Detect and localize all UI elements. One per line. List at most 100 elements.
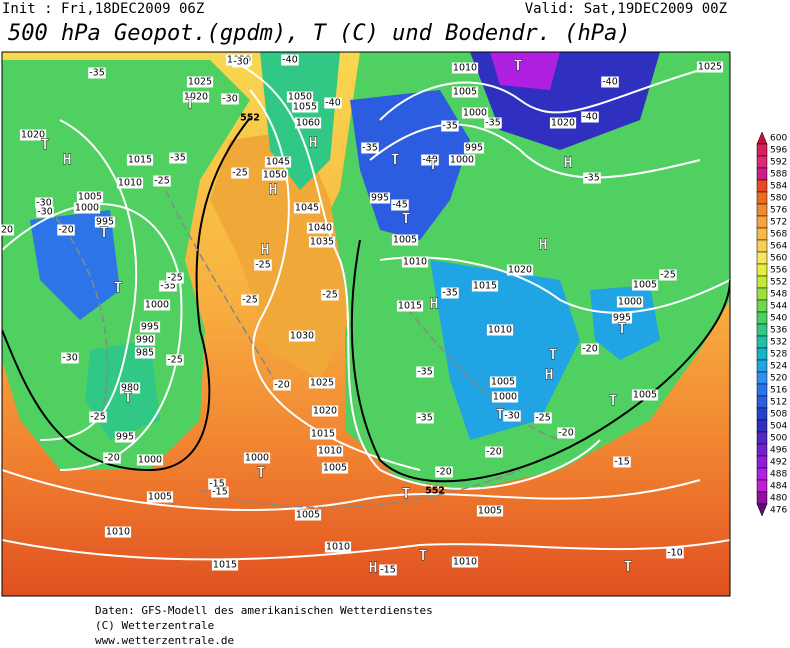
- color-scale-label: 544: [770, 302, 787, 312]
- color-scale-label: 568: [770, 230, 787, 240]
- color-swatch: [756, 167, 768, 181]
- temperature-label-box: [221, 93, 239, 105]
- isobar-label: 1010: [453, 63, 477, 74]
- isobar-label: 1015: [213, 560, 237, 571]
- temperature-label-box: [441, 287, 459, 299]
- isobar-label: 1045: [266, 157, 290, 168]
- isobar-label-box: [114, 431, 136, 443]
- cold-area: [430, 260, 580, 440]
- isobar-label-group: 1000: [491, 391, 519, 403]
- temperature-label-group: -15: [379, 564, 397, 576]
- color-swatch: [756, 287, 768, 301]
- pressure-center: H: [563, 154, 572, 172]
- temperature-label-group: -25: [321, 289, 339, 301]
- color-swatch: [756, 479, 768, 493]
- isobar-label-group: 1005: [631, 279, 659, 291]
- temperature-label-box: [281, 54, 299, 66]
- isobar-label-box: [146, 491, 174, 503]
- temperature-label-group: -25: [89, 411, 107, 423]
- color-swatch: [756, 251, 768, 265]
- temperature-label: -20: [58, 225, 74, 236]
- isobar-label-group: 1020: [311, 405, 339, 417]
- color-scale-label: 532: [770, 338, 787, 348]
- temperature-label-box: [503, 410, 521, 422]
- pressure-center: T: [418, 547, 427, 565]
- isobar-label: 995: [141, 322, 159, 333]
- color-scale-label: 528: [770, 350, 787, 360]
- color-scale-label: 580: [770, 194, 787, 204]
- pressure-center: H: [368, 559, 377, 577]
- color-swatch: [756, 215, 768, 229]
- pressure-center: T: [608, 392, 617, 410]
- isobar-label-group: 1005: [631, 389, 659, 401]
- temperature-label: -20: [104, 453, 120, 464]
- temperature-label-box: [254, 259, 272, 271]
- temperature-label-box: [361, 142, 379, 154]
- pressure-center: T: [623, 558, 632, 576]
- isobar-label-group: 1005: [489, 376, 517, 388]
- temperature-label: -35: [160, 281, 176, 292]
- temperature-label-group: -20: [57, 224, 75, 236]
- temperature-label-group: -35: [169, 152, 187, 164]
- isobar-label: 1005: [78, 192, 102, 203]
- isobar-label: 1005: [296, 510, 320, 521]
- color-swatch: [756, 419, 768, 433]
- temperature-label-box: [534, 412, 552, 424]
- temperature-label-box: [391, 199, 409, 211]
- temperature-label-box: [241, 294, 259, 306]
- isobar-label: 1005: [323, 463, 347, 474]
- temperature-label: -35: [485, 118, 501, 129]
- temperature-label: -25: [154, 176, 170, 187]
- color-swatch: [756, 371, 768, 385]
- temperature-label-box: [166, 272, 184, 284]
- isobar-label-group: 1015: [396, 300, 424, 312]
- temperature-label-group: -20: [273, 379, 291, 391]
- init-time: Init : Fri,18DEC2009 06Z: [2, 1, 204, 17]
- isobar-label-group: 1025: [186, 76, 214, 88]
- temperature-label: -35: [584, 173, 600, 184]
- temperature-label: 20: [1, 225, 13, 236]
- temperature-label: -35: [442, 121, 458, 132]
- isobar-label-box: [134, 347, 156, 359]
- temperature-label: -25: [660, 270, 676, 281]
- isobar-label-group: 1020: [549, 117, 577, 129]
- temperature-label: -25: [232, 168, 248, 179]
- isobar-label-box: [293, 202, 321, 214]
- pressure-center: H: [260, 241, 269, 259]
- coldest-area: [490, 52, 560, 90]
- isobar-label-box: [308, 236, 336, 248]
- color-swatch: [756, 263, 768, 277]
- isobar-label-box: [471, 280, 499, 292]
- isobar-label-group: 1000: [136, 454, 164, 466]
- isobar-label-group: 1005: [451, 86, 479, 98]
- pressure-center: T: [113, 279, 122, 297]
- isobar-label: 1005: [633, 280, 657, 291]
- temperature-label: -15: [380, 565, 396, 576]
- color-swatch: [756, 227, 768, 241]
- isobar-label-group: 1020: [182, 91, 210, 103]
- isobar-label-group: 1040: [306, 222, 334, 234]
- temperature-label-group: -25: [166, 272, 184, 284]
- 552-contour: [2, 117, 730, 483]
- isobar-label-group: 1010: [451, 556, 479, 568]
- color-scale-label: 512: [770, 398, 787, 408]
- pressure-center: T: [99, 224, 108, 242]
- pressure-center: T: [40, 136, 49, 154]
- temperature-label-box: [273, 379, 291, 391]
- temperature-label-group: -25: [231, 167, 249, 179]
- temperature-label-box: [61, 352, 79, 364]
- isobar-label: 1020: [508, 265, 532, 276]
- temperature-label-group: -25: [659, 269, 677, 281]
- temperature-label: -35: [362, 143, 378, 154]
- isobar-label-box: [489, 376, 517, 388]
- isobar-label-box: [186, 76, 214, 88]
- color-swatch: [756, 455, 768, 469]
- temperature-label: -10: [667, 548, 683, 559]
- isobar-label: 1000: [138, 455, 162, 466]
- color-swatch: [756, 179, 768, 193]
- temperature-label-box: [324, 97, 342, 109]
- temperature-label: -30: [36, 198, 52, 209]
- temperature-label: -35: [417, 413, 433, 424]
- isobar-label: 1045: [295, 203, 319, 214]
